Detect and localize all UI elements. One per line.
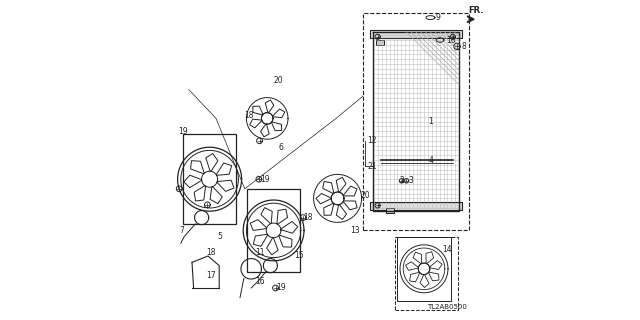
Text: 8: 8 — [462, 42, 467, 51]
Text: 2: 2 — [399, 176, 404, 185]
Text: 4: 4 — [429, 156, 434, 164]
Text: 21: 21 — [367, 162, 377, 171]
Text: 5: 5 — [217, 232, 222, 241]
Text: 20: 20 — [274, 76, 284, 84]
Text: FR.: FR. — [468, 6, 484, 15]
Text: 6: 6 — [278, 143, 284, 152]
Text: 14: 14 — [442, 245, 452, 254]
Bar — [385, 208, 394, 213]
Text: TL2AB0500: TL2AB0500 — [428, 304, 467, 310]
Text: 11: 11 — [255, 248, 265, 257]
Text: 10: 10 — [445, 36, 456, 44]
Text: 7: 7 — [179, 226, 184, 235]
Text: 13: 13 — [350, 226, 360, 235]
Bar — [247, 189, 300, 272]
Bar — [370, 202, 463, 210]
Text: 19: 19 — [276, 284, 285, 292]
Bar — [364, 13, 468, 230]
Text: 18: 18 — [206, 248, 215, 257]
Text: 19: 19 — [178, 127, 188, 136]
Text: 16: 16 — [255, 277, 265, 286]
Text: 9: 9 — [435, 13, 440, 22]
Text: 20: 20 — [361, 191, 371, 200]
Text: 3: 3 — [408, 176, 413, 185]
Bar — [396, 237, 458, 310]
Text: 15: 15 — [294, 252, 303, 260]
Bar — [183, 134, 236, 224]
Text: 18: 18 — [303, 213, 312, 222]
Text: 18: 18 — [244, 111, 253, 120]
Bar — [397, 237, 451, 301]
Text: 1: 1 — [428, 117, 433, 126]
Text: 19: 19 — [260, 175, 269, 184]
Bar — [376, 40, 384, 45]
Bar — [370, 30, 463, 38]
Text: 17: 17 — [206, 271, 216, 280]
Text: 12: 12 — [367, 136, 376, 145]
